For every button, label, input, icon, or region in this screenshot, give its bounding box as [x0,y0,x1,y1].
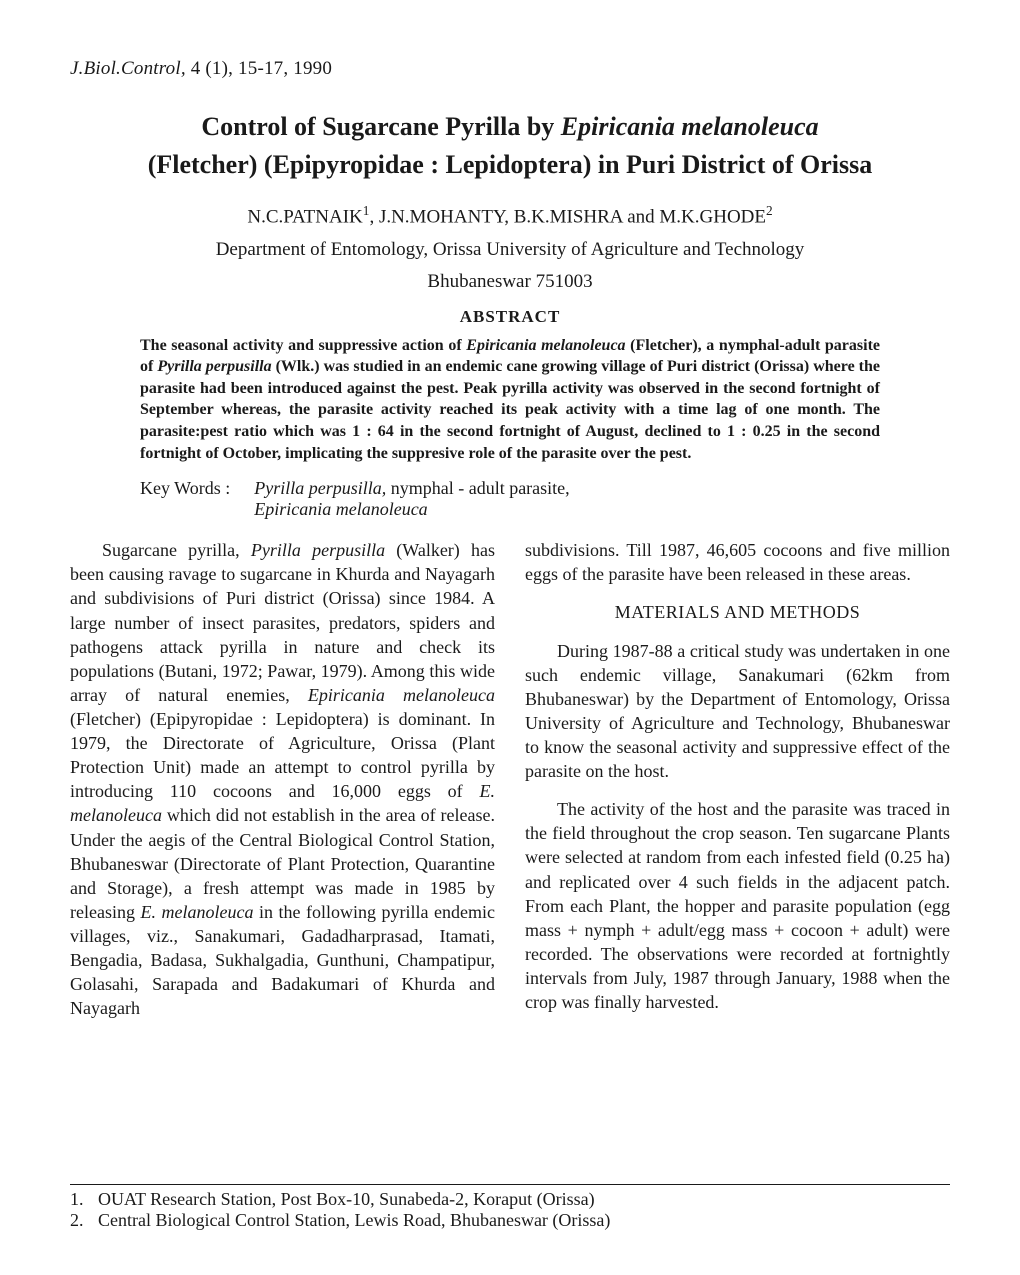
journal-citation: J.Biol.Control, 4 (1), 15-17, 1990 [70,58,950,80]
kw-l1-it: Pyrilla perpusilla, [254,478,386,498]
footnote-1-text: OUAT Research Station, Post Box-10, Suna… [98,1189,595,1210]
right-p3: The activity of the host and the parasit… [525,797,950,1014]
abs-species2: Pyrilla perpusilla [157,358,271,375]
footnote-2-num: 2. [70,1210,98,1231]
left-p1: Sugarcane pyrilla, Pyrilla perpusilla (W… [70,538,495,1020]
section-materials-methods: MATERIALS AND METHODS [525,600,950,624]
keywords-values: Pyrilla perpusilla, nymphal - adult para… [254,478,569,520]
title-species: Epiricania melanoleuca [561,112,819,141]
lp1h: E. melanoleuca [140,902,253,922]
lp1a: Sugarcane pyrilla, [102,540,251,560]
left-column: Sugarcane pyrilla, Pyrilla perpusilla (W… [70,538,495,1020]
footnote-1-num: 1. [70,1189,98,1210]
journal-vol: 4 (1), 15-17, 1990 [191,58,332,79]
lp1d: Epiricania melanoleuca [308,685,495,705]
abs-species1: Epiricania melanoleuca [466,337,625,354]
keywords-block: Key Words : Pyrilla perpusilla, nymphal … [140,478,880,520]
right-column: subdivisions. Till 1987, 46,605 cocoons … [525,538,950,1020]
right-p2: During 1987-88 a critical study was unde… [525,639,950,784]
department-line: Department of Entomology, Orissa Univers… [70,239,950,261]
footnotes: 1. OUAT Research Station, Post Box-10, S… [70,1184,950,1231]
title-line2: (Fletcher) (Epipyropidae : Lepidoptera) … [148,150,873,179]
right-p1: subdivisions. Till 1987, 46,605 cocoons … [525,538,950,586]
footnote-1: 1. OUAT Research Station, Post Box-10, S… [70,1189,950,1210]
lp1b: Pyrilla perpusilla [251,540,385,560]
lp1c: (Walker) has been causing ravage to suga… [70,540,495,705]
kw-l1-tail: nymphal - adult parasite, [386,478,569,498]
keywords-label: Key Words : [140,478,254,520]
body-columns: Sugarcane pyrilla, Pyrilla perpusilla (W… [70,538,950,1020]
footnote-rule [70,1184,950,1185]
authors-line: N.C.PATNAIK1, J.N.MOHANTY, B.K.MISHRA an… [70,203,950,228]
lp1e: (Fletcher) (Epipyropidae : Lepidoptera) … [70,709,495,801]
title-pre: Control of Sugarcane Pyrilla by [201,112,560,141]
city-line: Bhubaneswar 751003 [70,271,950,293]
abstract-heading: ABSTRACT [70,307,950,327]
paper-page: J.Biol.Control, 4 (1), 15-17, 1990 Contr… [0,0,1020,1275]
kw-l2-it: Epiricania melanoleuca [254,499,427,519]
paper-title: Control of Sugarcane Pyrilla by Epirican… [70,108,950,183]
footnote-2-text: Central Biological Control Station, Lewi… [98,1210,610,1231]
journal-name: J.Biol.Control, [70,58,186,79]
footnote-2: 2. Central Biological Control Station, L… [70,1210,950,1231]
abs-s1a: The seasonal activity and suppressive ac… [140,337,466,354]
abstract-body: The seasonal activity and suppressive ac… [140,335,880,465]
